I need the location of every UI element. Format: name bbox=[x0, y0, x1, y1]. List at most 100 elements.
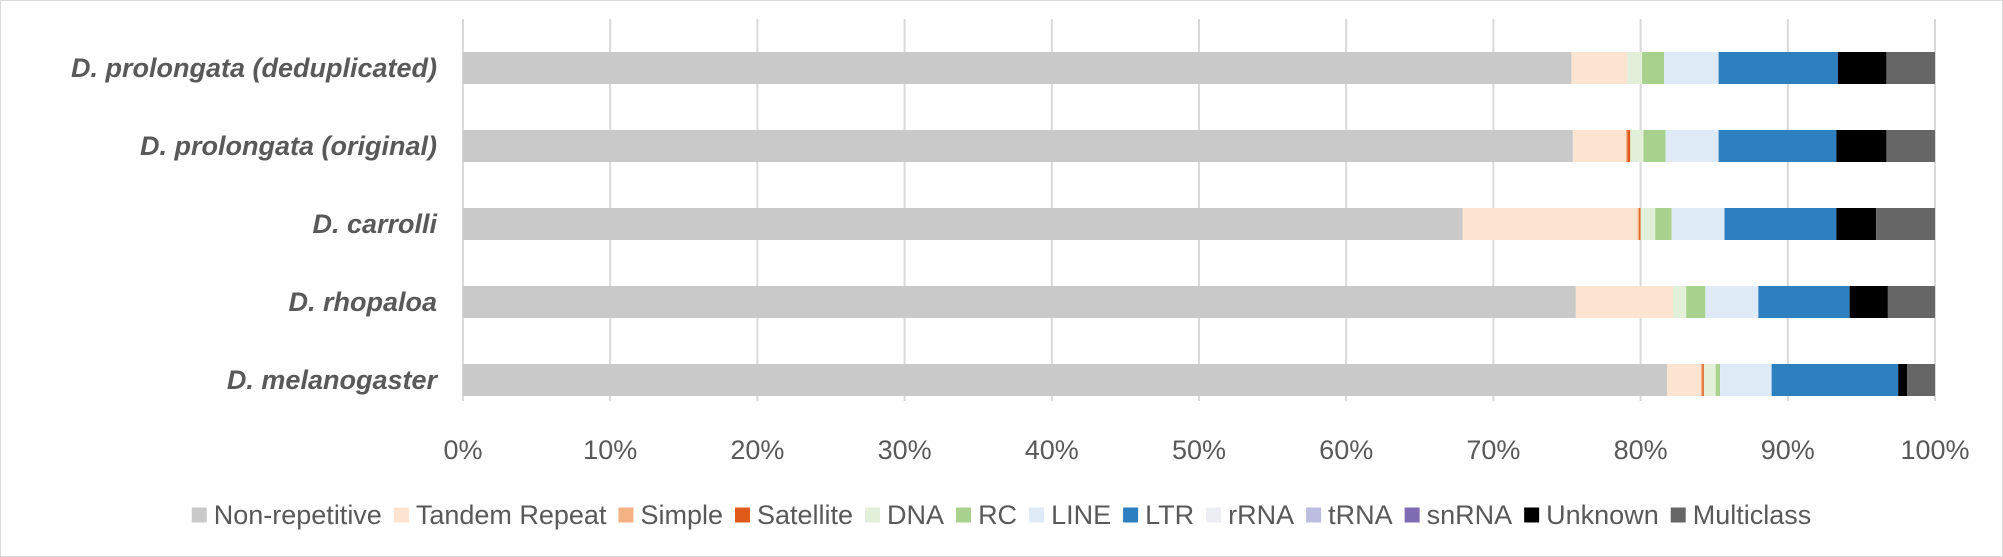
x-tick-label: 30% bbox=[878, 435, 932, 465]
bar-segment bbox=[1703, 364, 1716, 396]
legend-item: snRNA bbox=[1404, 500, 1512, 530]
x-tick-label: 0% bbox=[443, 435, 482, 465]
legend-swatch bbox=[1404, 507, 1420, 523]
legend-item: tRNA bbox=[1306, 500, 1393, 530]
category-labels: D. prolongata (deduplicated) D. prolongat… bbox=[71, 53, 438, 395]
legend-label: Non-repetitive bbox=[214, 500, 382, 530]
legend-swatch bbox=[1206, 507, 1222, 523]
category-label: D. melanogaster bbox=[227, 365, 439, 395]
bar-segment bbox=[1627, 130, 1631, 162]
x-tick-label: 60% bbox=[1319, 435, 1373, 465]
legend-item: LINE bbox=[1029, 500, 1111, 530]
bar-segment bbox=[1664, 52, 1719, 84]
bar-segment bbox=[1671, 208, 1725, 240]
legend-label: Tandem Repeat bbox=[416, 500, 607, 530]
legend-label: Simple bbox=[640, 500, 723, 530]
bar-segment bbox=[1665, 130, 1719, 162]
x-tick-label: 100% bbox=[1900, 435, 1969, 465]
bar-segment bbox=[1887, 286, 1935, 318]
legend: Non-repetitive Tandem Repeat Simple Satelli… bbox=[191, 500, 1812, 530]
bar-segment bbox=[1715, 364, 1721, 396]
bar-segment bbox=[1724, 208, 1837, 240]
legend-label: RC bbox=[978, 500, 1017, 530]
bar-segment bbox=[1836, 208, 1877, 240]
category-label: D. prolongata (original) bbox=[140, 131, 437, 161]
bar-segment bbox=[1898, 364, 1908, 396]
bar-segment bbox=[1886, 52, 1935, 84]
legend-item: LTR bbox=[1123, 500, 1194, 530]
bar-segment bbox=[1639, 208, 1641, 240]
bar-segment bbox=[463, 364, 1668, 396]
legend-label: rRNA bbox=[1228, 500, 1294, 530]
category-label: D. rhopaloa bbox=[288, 287, 437, 317]
bar-segment bbox=[1718, 130, 1837, 162]
bar-segment bbox=[1876, 208, 1935, 240]
legend-item: Simple bbox=[618, 500, 723, 530]
legend-item: Multiclass bbox=[1670, 500, 1812, 530]
legend-item: rRNA bbox=[1206, 500, 1294, 530]
legend-label: LTR bbox=[1145, 500, 1194, 530]
legend-swatch bbox=[1306, 507, 1322, 523]
legend-swatch bbox=[734, 507, 750, 523]
bar-segment bbox=[1637, 208, 1640, 240]
bar-segment bbox=[1625, 130, 1628, 162]
bar-segment bbox=[1686, 286, 1706, 318]
bar-segment bbox=[1907, 364, 1935, 396]
bar-segment bbox=[1758, 286, 1850, 318]
bar-segment bbox=[1571, 52, 1628, 84]
bar-segment bbox=[1718, 52, 1838, 84]
bar-segment bbox=[1630, 130, 1644, 162]
legend-swatch bbox=[865, 507, 881, 523]
bar-segment bbox=[1720, 364, 1772, 396]
bar-segment bbox=[1667, 364, 1701, 396]
bar-segment bbox=[1462, 208, 1638, 240]
bar-segment bbox=[463, 52, 1572, 84]
bar-segment bbox=[1836, 130, 1887, 162]
bar-segment bbox=[1672, 286, 1687, 318]
bar-segment bbox=[1702, 364, 1704, 396]
legend-item: Satellite bbox=[734, 500, 853, 530]
legend-swatch bbox=[956, 507, 972, 523]
legend-label: Satellite bbox=[757, 500, 853, 530]
bar-segment bbox=[1837, 52, 1887, 84]
bar-segment bbox=[1572, 130, 1626, 162]
x-tick-labels: 0% 10% 20% 30% 40% 50% 60% 70% 80% 90% 100% bbox=[443, 435, 1969, 465]
x-tick-label: 20% bbox=[730, 435, 784, 465]
bar-segment bbox=[463, 130, 1573, 162]
bar-segment bbox=[1642, 52, 1665, 84]
x-tick-label: 70% bbox=[1466, 435, 1520, 465]
bar-segment bbox=[1705, 286, 1759, 318]
legend-item: DNA bbox=[865, 500, 944, 530]
bar-segment bbox=[1643, 130, 1666, 162]
category-label: D. prolongata (deduplicated) bbox=[71, 53, 437, 83]
legend-swatch bbox=[1524, 507, 1540, 523]
legend-swatch bbox=[1029, 507, 1045, 523]
bar-segment bbox=[1849, 286, 1888, 318]
legend-item: Unknown bbox=[1524, 500, 1659, 530]
legend-item: Tandem Repeat bbox=[393, 500, 607, 530]
x-tick-label: 90% bbox=[1761, 435, 1815, 465]
legend-label: tRNA bbox=[1328, 500, 1393, 530]
legend-swatch bbox=[1123, 507, 1139, 523]
bars bbox=[463, 52, 1935, 396]
x-tick-label: 80% bbox=[1614, 435, 1668, 465]
legend-item: RC bbox=[956, 500, 1017, 530]
legend-label: Multiclass bbox=[1693, 500, 1812, 530]
x-tick-label: 10% bbox=[583, 435, 637, 465]
bar-segment bbox=[1771, 364, 1899, 396]
legend-swatch bbox=[618, 507, 634, 523]
bar-segment bbox=[463, 208, 1463, 240]
legend-swatch bbox=[393, 507, 409, 523]
bar-segment bbox=[1575, 286, 1673, 318]
bar-segment bbox=[1886, 130, 1935, 162]
legend-label: LINE bbox=[1051, 500, 1111, 530]
bar-segment bbox=[463, 286, 1576, 318]
bar-segment bbox=[1640, 208, 1656, 240]
legend-swatch bbox=[191, 507, 207, 523]
legend-label: DNA bbox=[887, 500, 944, 530]
x-tick-label: 50% bbox=[1172, 435, 1226, 465]
legend-item: Non-repetitive bbox=[191, 500, 382, 530]
category-label: D. carrolli bbox=[312, 209, 437, 239]
